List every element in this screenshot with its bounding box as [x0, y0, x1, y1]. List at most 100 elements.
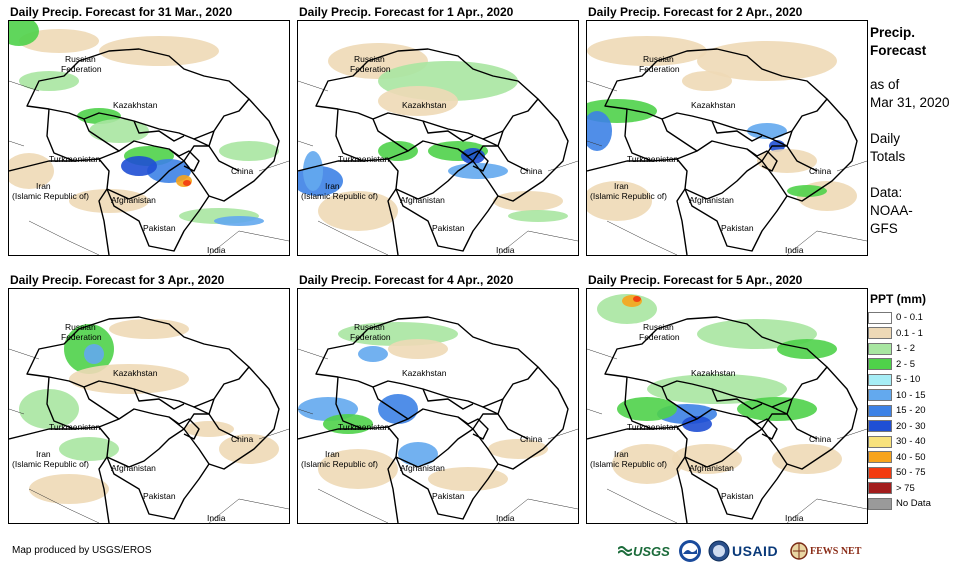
precip-area [633, 296, 641, 302]
precip-area [398, 442, 438, 466]
forecast-map: Russian Federation Kazakhstan Turkmenistan C… [297, 20, 579, 256]
inner-borders [372, 386, 474, 420]
minor-borders [9, 80, 289, 255]
label-iran: Iran [36, 449, 51, 459]
forecast-map: Russian Federation Kazakhstan Turkmenistan C… [586, 288, 868, 524]
tajikistan-border [168, 416, 200, 440]
tajikistan-border [457, 416, 489, 440]
label-china: China [520, 434, 542, 444]
precip-area [787, 185, 827, 197]
kazakhstan-border [604, 316, 828, 408]
panel-title: Daily Precip. Forecast for 1 Apr., 2020 [299, 5, 514, 19]
legend-item: 10 - 15 [868, 388, 963, 404]
label-kazakhstan: Kazakhstan [691, 100, 736, 110]
iran-border [9, 160, 110, 255]
kazakhstan-border [26, 48, 250, 140]
noaa-emblem-icon [679, 540, 701, 562]
pakistan-border [395, 160, 499, 252]
legend-item: 20 - 30 [868, 419, 963, 435]
legend-item: 2 - 5 [868, 357, 963, 373]
label-india: India [496, 245, 515, 255]
panel-title: Daily Precip. Forecast for 3 Apr., 2020 [10, 273, 225, 287]
china-border [771, 366, 858, 470]
precip-area [682, 416, 712, 432]
precip-layer [298, 322, 548, 491]
precip-area [219, 434, 279, 464]
label-pakistan: Pakistan [721, 223, 754, 233]
info-asof-line2: Mar 31, 2020 [870, 95, 950, 110]
iran-border [298, 160, 399, 255]
kazakhstan-border [604, 48, 828, 140]
panel-title: Daily Precip. Forecast for 31 Mar., 2020 [10, 5, 233, 19]
label-turkmenistan: Turkmenistan [338, 422, 389, 432]
afghanistan-border [387, 426, 474, 468]
pakistan-border [684, 428, 788, 520]
precip-area [29, 474, 109, 504]
precip-area [757, 149, 817, 173]
label-china: China [809, 434, 831, 444]
tajikistan-border [457, 148, 489, 172]
precip-area [89, 119, 149, 143]
label-iran: Iran [614, 449, 629, 459]
central-asia-border [46, 376, 215, 430]
info-totals-line1: Daily [870, 131, 901, 146]
label-afghanistan: Afghanistan [400, 463, 445, 473]
inner-borders [83, 118, 185, 152]
info-data-line3: GFS [870, 221, 898, 236]
label-iran: Iran [325, 181, 340, 191]
label-india: India [785, 245, 804, 255]
legend-item: 30 - 40 [868, 434, 963, 450]
legend-label: 0 - 0.1 [896, 312, 923, 324]
precip-area [493, 191, 563, 211]
legend-item: 1 - 2 [868, 341, 963, 357]
label-iran: (Islamic Republic of) [301, 191, 378, 201]
label-china: China [231, 166, 253, 176]
legend-label: 1 - 2 [896, 343, 916, 355]
precip-area [9, 21, 39, 46]
afghanistan-border [387, 158, 474, 200]
kazakhstan-border [315, 316, 539, 408]
legend-swatch [868, 466, 892, 479]
precip-area [617, 397, 677, 421]
precip-area [428, 467, 508, 491]
legend-label: > 75 [896, 482, 915, 494]
label-russian-federation: Federation [639, 332, 680, 342]
precip-layer [298, 43, 568, 231]
forecast-panel-5: Daily Precip. Forecast for 4 Apr., 2020 … [297, 273, 579, 524]
label-iran: Iran [614, 181, 629, 191]
label-india: India [207, 245, 226, 255]
precip-layer [9, 21, 279, 226]
label-turkmenistan: Turkmenistan [49, 154, 100, 164]
label-russian-federation: Russian [643, 322, 674, 332]
legend-swatch [868, 373, 892, 386]
tajikistan-border [746, 416, 778, 440]
minor-borders [587, 348, 867, 523]
legend-item: No Data [868, 496, 963, 512]
forecast-map: Russian Federation Kazakhstan Turkmenistan C… [8, 288, 290, 524]
legend-label: 2 - 5 [896, 358, 916, 370]
label-turkmenistan: Turkmenistan [627, 154, 678, 164]
label-russian-federation: Federation [61, 64, 102, 74]
label-iran: (Islamic Republic of) [590, 191, 667, 201]
agency-logos: USGS USAID FEWS NET [618, 536, 864, 566]
label-afghanistan: Afghanistan [689, 195, 734, 205]
precip-area [378, 86, 458, 116]
label-china: China [809, 166, 831, 176]
inner-borders [661, 386, 763, 420]
precip-area [682, 71, 732, 91]
forecast-panel-6: Daily Precip. Forecast for 5 Apr., 2020 … [586, 273, 868, 524]
panel-title: Daily Precip. Forecast for 2 Apr., 2020 [588, 5, 803, 19]
legend-swatch [868, 327, 892, 340]
precip-area [747, 123, 787, 139]
label-iran: Iran [36, 181, 51, 191]
precip-area [59, 437, 119, 461]
legend-label: 40 - 50 [896, 451, 926, 463]
legend-swatch [868, 358, 892, 371]
china-border [771, 98, 858, 202]
legend-rows: 0 - 0.1 0.1 - 1 1 - 2 2 - 5 5 - 10 10 - 15 15 … [868, 310, 963, 512]
legend-swatch [868, 389, 892, 402]
precip-area [587, 181, 652, 221]
